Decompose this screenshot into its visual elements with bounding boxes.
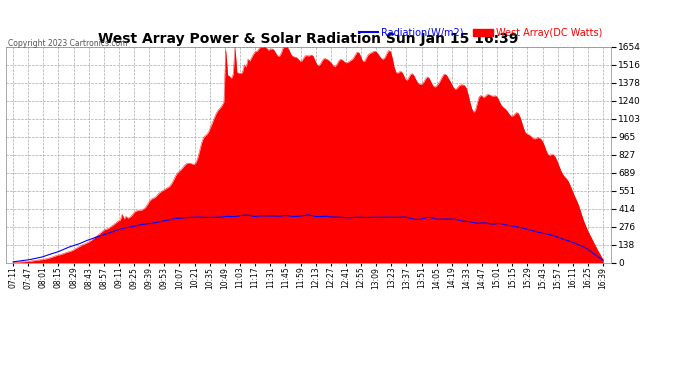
Title: West Array Power & Solar Radiation Sun Jan 15 16:39: West Array Power & Solar Radiation Sun J… — [98, 32, 518, 46]
Text: Copyright 2023 Cartronics.com: Copyright 2023 Cartronics.com — [8, 39, 128, 48]
Legend: Radiation(W/m2), West Array(DC Watts): Radiation(W/m2), West Array(DC Watts) — [355, 24, 606, 42]
